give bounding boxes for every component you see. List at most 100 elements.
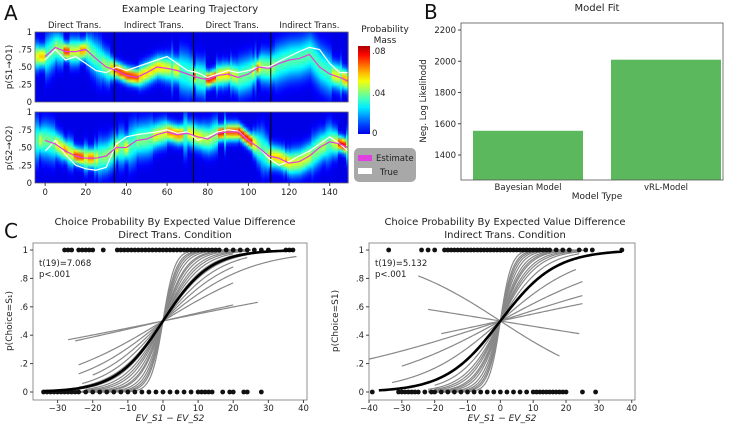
heatmap-column [345, 32, 349, 102]
choice-point [537, 247, 543, 253]
choice-point [216, 247, 222, 253]
choice-point [386, 247, 392, 253]
heatmap-column [79, 112, 83, 183]
heatmap-column [278, 112, 282, 183]
heatmap-column [41, 32, 44, 102]
heatmap-column [158, 112, 162, 183]
heatmap-column [221, 32, 225, 102]
heatmap-column [75, 112, 79, 183]
choice-point [547, 389, 553, 395]
heatmap-column [240, 32, 243, 102]
heatmap-column [323, 112, 327, 183]
choice-point [195, 389, 201, 395]
heatmap-column [244, 32, 247, 102]
heatmap-column [106, 112, 109, 183]
panel-letter-a: A [4, 1, 18, 25]
choice-point [146, 247, 152, 253]
legend-true-swatch [358, 168, 372, 174]
heatmap-column [315, 32, 319, 102]
heatmap-column [167, 112, 170, 183]
heatmap-column [165, 112, 168, 183]
choice-point [560, 247, 566, 253]
choice-point [455, 247, 461, 253]
choice-point [76, 247, 82, 253]
heatmap-ytick: .75 [18, 46, 32, 56]
heatmap-column [108, 112, 111, 183]
heatmap-ytick: .25 [18, 81, 32, 91]
choice-point [527, 247, 533, 253]
heatmap-column [98, 112, 101, 183]
heatmap-xtick: 120 [281, 188, 297, 198]
heatmap-column [289, 112, 292, 183]
heatmap-column [61, 32, 65, 102]
heatmap-column [341, 32, 345, 102]
heatmap-column [244, 112, 247, 183]
heatmap-column [254, 32, 258, 102]
choice-point [150, 247, 155, 253]
heatmap-column [213, 112, 217, 183]
heatmap-xtick: 0 [42, 188, 47, 198]
heatmap-column [313, 32, 317, 102]
heatmap-column [236, 112, 239, 183]
heatmap-column [110, 32, 113, 102]
heatmap-column [73, 32, 77, 102]
xtick-label: −20 [84, 404, 102, 414]
heatmap-ytick: .50 [18, 63, 32, 73]
choice-point [576, 247, 582, 253]
heatmap-column [75, 32, 79, 102]
heatmap-column [43, 32, 46, 102]
choice-point [125, 247, 131, 253]
heatmap-column [276, 112, 280, 183]
heatmap-column [295, 32, 298, 102]
choice-point [69, 247, 75, 253]
heatmap-column [112, 32, 115, 102]
chart-subtitle: Direct Trans. Condition [118, 230, 232, 241]
heatmap-column [142, 32, 146, 102]
choice-point [206, 389, 212, 395]
heatmap-column [303, 112, 306, 183]
choice-point [160, 247, 166, 253]
heatmap-column [130, 32, 134, 102]
choice-point [132, 247, 138, 253]
heatmap-column [339, 112, 343, 183]
bar-category-label: vRL-Model [644, 183, 688, 193]
choice-point [563, 389, 569, 395]
choice-point [428, 389, 434, 395]
heatmap-column [191, 112, 195, 183]
heatmap-column [173, 32, 176, 102]
choice-point [153, 389, 159, 395]
choice-point [540, 389, 546, 395]
plot-frame [460, 22, 724, 181]
heatmap-column [205, 112, 209, 183]
choice-point [230, 389, 236, 395]
choice-point [100, 247, 106, 253]
heatmap-column [126, 112, 130, 183]
heatmap-column [171, 32, 174, 102]
heatmap-column [333, 32, 337, 102]
choice-point [445, 389, 451, 395]
heatmap-column [311, 112, 315, 183]
ytick-label: 1600 [434, 120, 456, 130]
heatmap-column [325, 112, 329, 183]
heatmap-column [195, 112, 199, 183]
choice-point [146, 389, 152, 395]
choice-point [185, 247, 190, 253]
ytick-label: .8 [356, 274, 364, 284]
heatmap-column [297, 32, 300, 102]
heatmap-column [156, 112, 160, 183]
choice-point [432, 389, 438, 395]
heatmap-column [301, 112, 304, 183]
choice-point [90, 247, 96, 253]
heatmap-column [126, 32, 130, 102]
bar-vrl [611, 59, 721, 180]
heatmap-column [41, 112, 44, 183]
y-axis-label: p(Choice=S1) [331, 290, 341, 352]
chart-title: Choice Probability By Expected Value Dif… [54, 217, 295, 228]
panel-letter-b: B [424, 0, 438, 24]
heatmap-column [280, 32, 284, 102]
choice-point [409, 389, 415, 395]
heatmap-column [230, 112, 233, 183]
heatmap-column [307, 32, 310, 102]
choice-point [478, 389, 484, 395]
